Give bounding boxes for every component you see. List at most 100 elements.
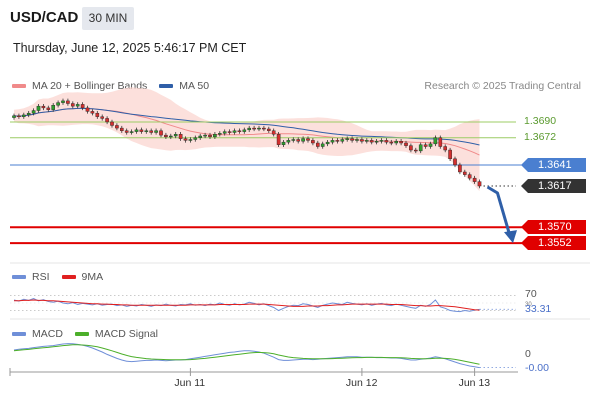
candle-body bbox=[316, 142, 320, 147]
time-label-Jun-12: Jun 12 bbox=[345, 377, 378, 389]
candle-body bbox=[433, 137, 438, 145]
macd-series-MACD bbox=[13, 343, 480, 369]
candle-body bbox=[61, 100, 65, 103]
candle-body bbox=[217, 133, 222, 135]
candle-body bbox=[301, 138, 305, 142]
candle-body bbox=[330, 140, 335, 143]
candle-body bbox=[306, 138, 310, 141]
macd-legend-label: MACD bbox=[32, 328, 63, 340]
candle-body bbox=[340, 139, 345, 142]
candle-body bbox=[70, 103, 75, 107]
candle-body bbox=[198, 135, 203, 138]
candle-body bbox=[168, 135, 173, 138]
candle-body bbox=[369, 140, 374, 143]
macd-signal-legend-label: MACD Signal bbox=[94, 328, 158, 340]
candle-body bbox=[428, 143, 433, 147]
candle-body bbox=[257, 127, 261, 130]
ma50-legend-label: MA 50 bbox=[179, 80, 210, 92]
level-tag-1.3552: 1.3552 bbox=[521, 236, 586, 251]
macd-zero-label: 0 bbox=[525, 348, 531, 360]
candle-body bbox=[335, 140, 340, 142]
candle-body bbox=[365, 140, 369, 142]
main-legend: MA 20 + Bollinger Bands MA 50 bbox=[12, 80, 209, 92]
candle-body bbox=[213, 134, 217, 138]
candle-body bbox=[355, 139, 359, 141]
candle-body bbox=[227, 131, 232, 133]
rsi-legend-label: RSI bbox=[32, 271, 50, 283]
candle-body bbox=[110, 121, 114, 126]
candle-body bbox=[173, 134, 178, 137]
candle-body bbox=[374, 141, 379, 143]
candle-body bbox=[237, 130, 242, 132]
candle-body bbox=[17, 115, 21, 118]
chart-datetime: Thursday, June 12, 2025 5:46:17 PM CET bbox=[13, 41, 247, 55]
rsi-ma-legend-swatch bbox=[61, 275, 76, 279]
candle-body bbox=[438, 137, 443, 147]
candle-body bbox=[443, 146, 448, 151]
candle-body bbox=[134, 129, 139, 132]
candle-body bbox=[90, 111, 95, 114]
candle-body bbox=[458, 164, 462, 173]
candle-body bbox=[12, 115, 16, 118]
candle-body bbox=[286, 140, 291, 143]
candle-body bbox=[418, 144, 423, 152]
candle-body bbox=[41, 105, 46, 109]
research-credit: Research © 2025 Trading Central bbox=[424, 80, 581, 92]
level-label-1.3690: 1.3690 bbox=[524, 114, 557, 127]
candle-body bbox=[320, 143, 325, 147]
candle-body bbox=[26, 112, 31, 116]
rsi-legend-swatch bbox=[12, 275, 26, 279]
candle-body bbox=[262, 127, 266, 130]
candle-body bbox=[463, 171, 467, 175]
candle-body bbox=[80, 104, 85, 109]
candle-body bbox=[232, 130, 237, 133]
ma20-legend-swatch bbox=[12, 84, 26, 88]
candle-body bbox=[350, 138, 354, 141]
candle-body bbox=[75, 104, 80, 107]
candle-body bbox=[22, 114, 26, 117]
bollinger-band-area bbox=[14, 87, 480, 192]
candle-body bbox=[448, 149, 452, 160]
forecast-arrow-head bbox=[504, 230, 517, 244]
candle-body bbox=[100, 116, 104, 119]
candle-body bbox=[467, 174, 472, 179]
candle-body bbox=[159, 130, 163, 136]
time-label-Jun-13: Jun 13 bbox=[458, 377, 491, 389]
candle-body bbox=[389, 141, 394, 144]
candle-body bbox=[183, 138, 188, 141]
ma50-legend-swatch bbox=[159, 84, 174, 88]
candle-body bbox=[453, 158, 457, 166]
candle-body bbox=[414, 149, 418, 152]
candle-body bbox=[85, 107, 90, 112]
candle-body bbox=[66, 100, 70, 104]
candle-body bbox=[379, 140, 384, 142]
candle-body bbox=[252, 127, 256, 130]
candle-body bbox=[247, 127, 252, 131]
candle-body bbox=[193, 137, 198, 140]
candle-body bbox=[31, 110, 36, 114]
candle-body bbox=[36, 105, 41, 111]
candle-body bbox=[188, 139, 193, 141]
candle-body bbox=[51, 105, 55, 110]
timeframe-badge[interactable]: 30 MIN bbox=[82, 7, 134, 30]
rsi-label-30: 30 bbox=[525, 301, 532, 308]
candle-body bbox=[384, 140, 389, 143]
candle-body bbox=[124, 130, 129, 133]
level-tag-1.3641: 1.3641 bbox=[521, 157, 586, 172]
macd-signal-legend-swatch bbox=[74, 332, 89, 336]
candle-body bbox=[222, 131, 227, 134]
candle-body bbox=[105, 118, 109, 123]
rsi-legend: RSI 9MA bbox=[12, 271, 103, 283]
candle-body bbox=[296, 139, 301, 142]
candle-body bbox=[281, 141, 286, 145]
candle-body bbox=[345, 138, 350, 140]
ma20-legend-label: MA 20 + Bollinger Bands bbox=[32, 80, 148, 92]
candle-body bbox=[276, 134, 281, 145]
candle-body bbox=[271, 130, 276, 135]
candle-body bbox=[325, 141, 330, 145]
candle-body bbox=[394, 141, 399, 144]
candle-body bbox=[477, 181, 482, 187]
macd-legend-swatch bbox=[12, 332, 26, 336]
symbol-title: USD/CAD bbox=[10, 9, 79, 26]
